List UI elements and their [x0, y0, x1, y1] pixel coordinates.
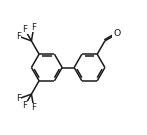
- Text: F: F: [16, 94, 21, 103]
- Text: F: F: [22, 101, 27, 110]
- Text: F: F: [22, 25, 27, 34]
- Text: F: F: [16, 32, 21, 41]
- Text: O: O: [113, 29, 121, 38]
- Text: F: F: [31, 103, 36, 112]
- Text: F: F: [31, 23, 36, 32]
